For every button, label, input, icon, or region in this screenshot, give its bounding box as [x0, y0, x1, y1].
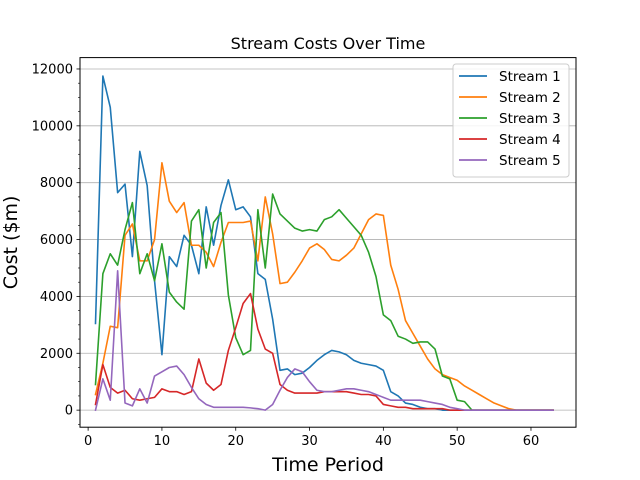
legend-label: Stream 1 [499, 69, 561, 85]
legend-label: Stream 2 [499, 90, 561, 106]
x-tick-label: 30 [301, 434, 318, 449]
x-tick-label: 50 [449, 434, 466, 449]
y-tick-label: 0 [65, 404, 73, 419]
y-tick-label: 6000 [40, 233, 73, 248]
x-axis-ticks: 0 10 20 30 40 50 60 [84, 427, 539, 449]
x-tick-label: 0 [84, 434, 92, 449]
y-axis-ticks: 0 2000 4000 6000 8000 10000 12000 [32, 62, 80, 425]
x-tick-label: 20 [227, 434, 244, 449]
legend-box [452, 63, 570, 178]
y-tick-label: 2000 [40, 347, 73, 362]
y-tick-label: 10000 [32, 119, 73, 134]
y-tick-label: 8000 [40, 176, 73, 191]
chart-title: Stream Costs Over Time [231, 34, 426, 53]
legend-label: Stream 5 [499, 153, 561, 169]
plot-frame [79, 57, 577, 428]
legend: Stream 1 Stream 2 Stream 3 Stream 4 Stream 5 [452, 63, 570, 178]
x-axis-label: Time Period [271, 454, 384, 476]
legend-label: Stream 3 [499, 111, 561, 127]
legend-label: Stream 4 [499, 132, 561, 148]
series-line-stream-2 [94, 161, 554, 411]
y-tick-label: 12000 [32, 62, 73, 77]
x-tick-label: 10 [154, 434, 171, 449]
x-tick-label: 40 [375, 434, 392, 449]
x-tick-label: 60 [523, 434, 540, 449]
series-line-stream-5 [94, 270, 554, 412]
y-tick-label: 4000 [40, 290, 73, 305]
series-layer [94, 75, 554, 412]
y-axis-label: Cost ($m) [0, 196, 22, 290]
